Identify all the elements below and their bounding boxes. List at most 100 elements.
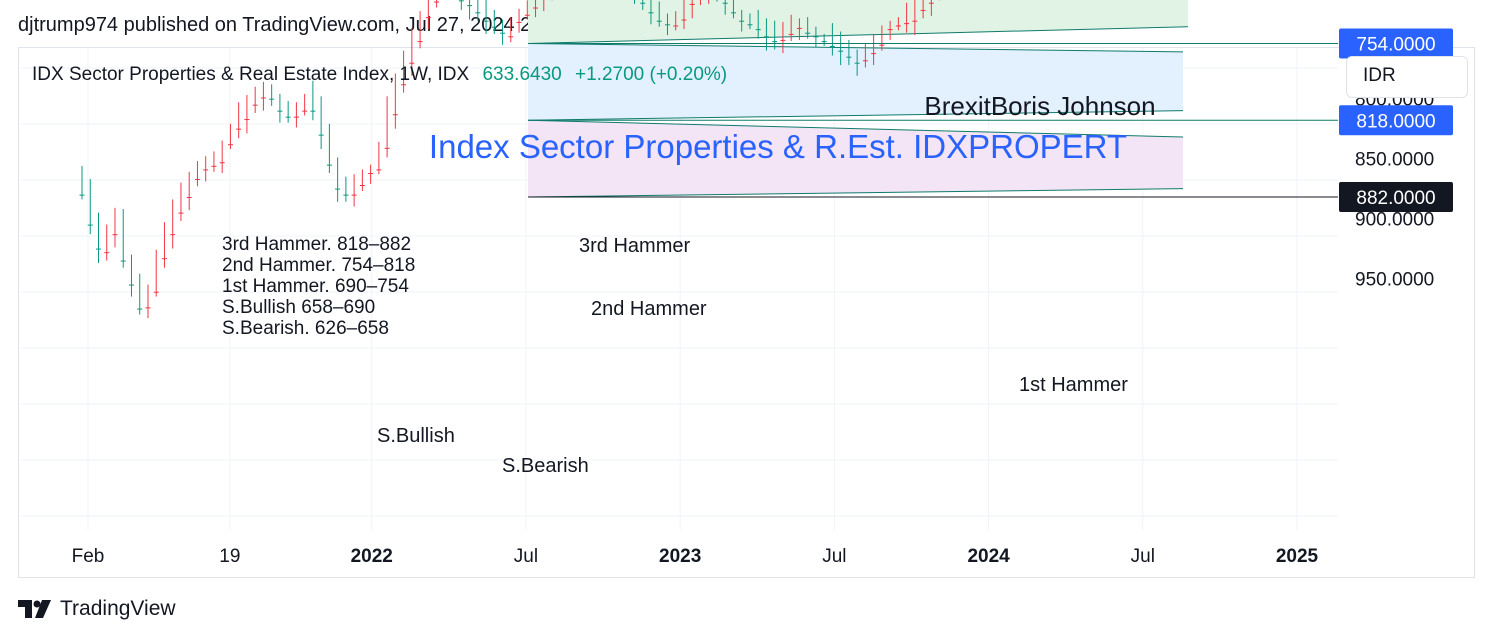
candle[interactable]	[483, 0, 489, 34]
candle-body[interactable]	[211, 165, 217, 167]
candle-body[interactable]	[310, 110, 316, 112]
candle[interactable]	[227, 123, 233, 150]
candle[interactable]	[854, 49, 860, 76]
candle[interactable]	[318, 96, 324, 150]
candle-body[interactable]	[161, 258, 167, 260]
candle[interactable]	[236, 102, 242, 139]
candle-body[interactable]	[895, 25, 901, 27]
candle[interactable]	[524, 0, 530, 20]
candle-body[interactable]	[491, 26, 497, 28]
candle-body[interactable]	[425, 17, 431, 19]
currency-selector[interactable]: IDR	[1346, 56, 1468, 98]
candle-body[interactable]	[780, 39, 786, 41]
candle-body[interactable]	[722, 2, 728, 4]
candle[interactable]	[871, 33, 877, 66]
candle-body[interactable]	[302, 110, 308, 112]
candle-body[interactable]	[227, 144, 233, 146]
candle[interactable]	[409, 27, 415, 76]
candle[interactable]	[104, 224, 110, 261]
candle[interactable]	[343, 176, 349, 202]
candle[interactable]	[928, 0, 934, 16]
candle-body[interactable]	[689, 3, 695, 5]
candle-body[interactable]	[79, 194, 85, 196]
candle[interactable]	[368, 164, 374, 184]
candle[interactable]	[434, 0, 440, 8]
candle[interactable]	[920, 0, 926, 19]
candle-body[interactable]	[640, 2, 646, 4]
candle[interactable]	[912, 0, 918, 36]
candle-body[interactable]	[368, 173, 374, 175]
candle[interactable]	[178, 182, 184, 221]
candle-body[interactable]	[763, 36, 769, 38]
candle-body[interactable]	[904, 23, 910, 25]
candle[interactable]	[895, 17, 901, 31]
candle-body[interactable]	[516, 21, 522, 23]
candle-body[interactable]	[912, 20, 918, 22]
candle[interactable]	[467, 0, 473, 20]
candle[interactable]	[887, 20, 893, 40]
candle-body[interactable]	[203, 169, 209, 171]
candle[interactable]	[302, 93, 308, 116]
candle-body[interactable]	[920, 9, 926, 11]
candle-body[interactable]	[219, 162, 225, 164]
candle[interactable]	[508, 17, 514, 43]
candle[interactable]	[516, 8, 522, 33]
candle-body[interactable]	[829, 45, 835, 47]
candle[interactable]	[722, 0, 728, 15]
candle-body[interactable]	[838, 50, 844, 52]
candle-body[interactable]	[673, 25, 679, 27]
candle[interactable]	[310, 80, 316, 121]
candle-body[interactable]	[137, 308, 143, 310]
candle-body[interactable]	[871, 53, 877, 55]
candle[interactable]	[458, 0, 464, 10]
candle-body[interactable]	[887, 29, 893, 31]
candle[interactable]	[904, 2, 910, 33]
candle[interactable]	[491, 9, 497, 34]
candle-body[interactable]	[343, 194, 349, 196]
candle-body[interactable]	[417, 41, 423, 43]
candle[interactable]	[128, 254, 134, 297]
candle-body[interactable]	[376, 169, 382, 171]
candle[interactable]	[862, 43, 868, 68]
candle-body[interactable]	[359, 185, 365, 187]
candle[interactable]	[879, 25, 885, 51]
candle-body[interactable]	[854, 62, 860, 64]
candle-body[interactable]	[508, 36, 514, 38]
candle-body[interactable]	[145, 307, 151, 309]
candle-body[interactable]	[335, 188, 341, 190]
candle-body[interactable]	[434, 1, 440, 3]
candle-body[interactable]	[796, 27, 802, 29]
candle-body[interactable]	[112, 234, 118, 236]
candle-body[interactable]	[326, 164, 332, 166]
candle[interactable]	[846, 39, 852, 66]
candle-body[interactable]	[236, 128, 242, 130]
candle-body[interactable]	[409, 62, 415, 64]
candle-body[interactable]	[483, 20, 489, 22]
candle-body[interactable]	[656, 20, 662, 22]
candle-body[interactable]	[862, 60, 868, 62]
candle-body[interactable]	[260, 97, 266, 99]
candle[interactable]	[780, 21, 786, 54]
candle[interactable]	[211, 151, 217, 172]
candle[interactable]	[763, 18, 769, 51]
candle[interactable]	[153, 249, 159, 297]
candle-body[interactable]	[730, 12, 736, 14]
candle[interactable]	[269, 84, 275, 106]
candle[interactable]	[137, 273, 143, 315]
candle-body[interactable]	[533, 7, 539, 9]
candle[interactable]	[698, 0, 703, 6]
candle-body[interactable]	[351, 194, 357, 196]
candle[interactable]	[730, 0, 736, 19]
candle[interactable]	[392, 73, 398, 129]
candle[interactable]	[640, 0, 646, 10]
candle-body[interactable]	[928, 2, 934, 4]
candle-body[interactable]	[293, 116, 299, 118]
candle-body[interactable]	[128, 284, 134, 286]
candle-body[interactable]	[153, 291, 159, 293]
candle[interactable]	[335, 157, 341, 202]
candle-body[interactable]	[747, 24, 753, 26]
candle[interactable]	[285, 101, 291, 123]
candle[interactable]	[359, 169, 365, 192]
candle[interactable]	[194, 161, 200, 187]
